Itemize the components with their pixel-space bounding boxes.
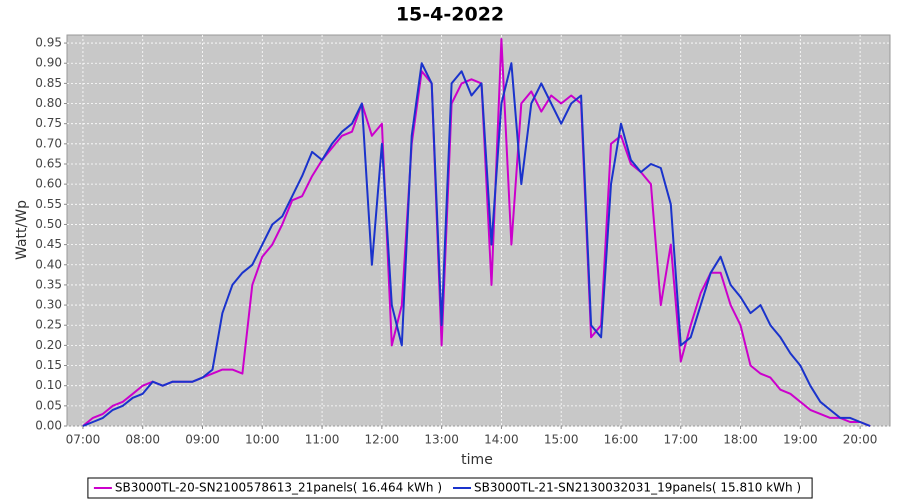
legend-label: SB3000TL-20-SN2100578613_21panels( 16.46… <box>115 481 442 495</box>
y-tick-label: 0.15 <box>35 358 62 372</box>
x-tick-label: 19:00 <box>783 433 818 447</box>
x-tick-label: 11:00 <box>305 433 340 447</box>
y-tick-label: 0.70 <box>35 136 62 150</box>
x-tick-label: 14:00 <box>484 433 519 447</box>
y-tick-label: 0.65 <box>35 156 62 170</box>
plot-area <box>66 34 891 427</box>
y-tick-label: 0.50 <box>35 217 62 231</box>
legend-box <box>87 477 813 499</box>
y-tick-label: 0.40 <box>35 257 62 271</box>
x-tick-label: 20:00 <box>843 433 878 447</box>
y-tick-label: 0.85 <box>35 76 62 90</box>
y-tick-label: 0.55 <box>35 197 62 211</box>
y-tick-label: 0.00 <box>35 419 62 433</box>
series-line <box>82 62 871 427</box>
y-tick-label: 0.95 <box>35 36 62 50</box>
x-tick-label: 09:00 <box>185 433 220 447</box>
x-tick-label: 13:00 <box>424 433 459 447</box>
y-axis-label: Watt/Wp <box>14 200 30 260</box>
plot: 0.00 0.05 0.10 0.15 0.20 0.25 0.30 0.35 0.40 0.45… <box>35 35 890 447</box>
y-tick-label: 0.45 <box>35 237 62 251</box>
x-tick-label: 10:00 <box>245 433 280 447</box>
y-tick-label: 0.20 <box>35 338 62 352</box>
y-tick-label: 0.05 <box>35 398 62 412</box>
x-tick-label: 08:00 <box>125 433 160 447</box>
x-axis-label: time <box>461 452 493 468</box>
y-tick-label: 0.10 <box>35 378 62 392</box>
x-tick-label: 15:00 <box>544 433 579 447</box>
y-tick-label: 0.75 <box>35 116 62 130</box>
legend-label: SB3000TL-21-SN2130032031_19panels( 15.81… <box>474 481 801 495</box>
y-tick-label: 0.60 <box>35 177 62 191</box>
y-tick-label: 0.30 <box>35 298 62 312</box>
y-tick-label: 0.35 <box>35 277 62 291</box>
y-tick-label: 0.80 <box>35 96 62 110</box>
x-tick-label: 12:00 <box>365 433 400 447</box>
series-line <box>82 38 871 427</box>
legend: SB3000TL-20-SN2100578613_21panels( 16.46… <box>87 477 813 499</box>
x-tick-label: 07:00 <box>66 433 101 447</box>
x-tick-label: 18:00 <box>723 433 758 447</box>
x-tick-label: 16:00 <box>604 433 639 447</box>
x-tick-label: 17:00 <box>663 433 698 447</box>
y-tick-label: 0.90 <box>35 56 62 70</box>
y-tick-label: 0.25 <box>35 318 62 332</box>
chart-title: 15-4-2022 <box>396 4 504 26</box>
